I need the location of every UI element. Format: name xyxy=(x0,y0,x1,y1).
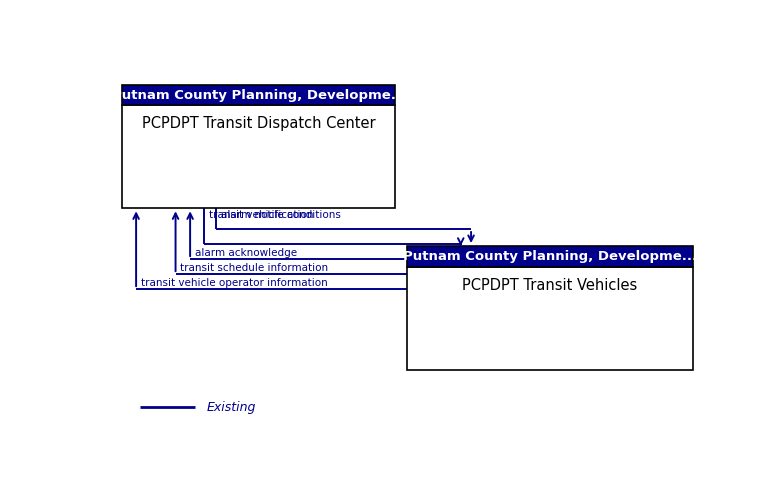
Text: transit vehicle operator information: transit vehicle operator information xyxy=(141,278,328,288)
Text: transit vehicle conditions: transit vehicle conditions xyxy=(209,210,341,220)
Text: Putnam County Planning, Developme...: Putnam County Planning, Developme... xyxy=(403,250,697,263)
Bar xyxy=(407,266,693,370)
Text: alarm acknowledge: alarm acknowledge xyxy=(195,248,297,258)
Text: transit schedule information: transit schedule information xyxy=(180,263,329,273)
Text: Existing: Existing xyxy=(207,401,257,413)
Text: PCPDPT Transit Vehicles: PCPDPT Transit Vehicles xyxy=(462,278,637,293)
Text: alarm notification: alarm notification xyxy=(221,210,313,220)
Text: PCPDPT Transit Dispatch Center: PCPDPT Transit Dispatch Center xyxy=(142,116,376,131)
Text: Putnam County Planning, Developme...: Putnam County Planning, Developme... xyxy=(112,89,406,101)
Bar xyxy=(122,85,395,105)
Bar xyxy=(122,105,395,208)
Bar xyxy=(407,246,693,266)
